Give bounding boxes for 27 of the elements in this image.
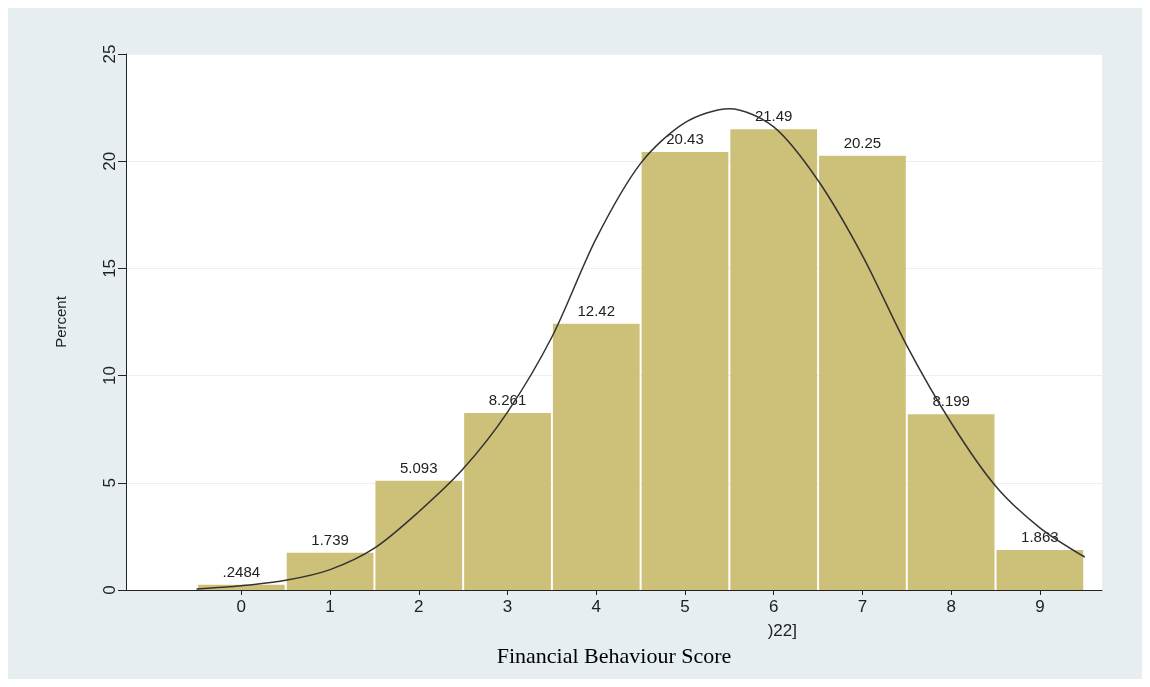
data-label: .2484 <box>222 562 261 580</box>
y-tick-label: 5 <box>100 478 119 488</box>
x-tick-label: 1 <box>325 597 335 616</box>
data-label: 1.739 <box>311 530 349 548</box>
x-tick-label: 6 <box>768 597 779 616</box>
line-series <box>196 107 1085 590</box>
x-tick-label: 2 <box>414 597 424 616</box>
data-label: 20.25 <box>843 133 882 151</box>
x-tick-label: 9 <box>1035 597 1045 616</box>
text: )22] <box>767 620 798 640</box>
x-tick-label: 8 <box>946 597 956 616</box>
x-tick-label: 7 <box>857 597 868 616</box>
y-axis-title: Percent <box>52 295 69 348</box>
x-tick-label: 4 <box>591 597 601 616</box>
y-tick-label: 10 <box>100 366 119 386</box>
y-tick-label: 25 <box>100 44 119 64</box>
x-tick-label: 5 <box>680 597 690 616</box>
x-tick-label: 0 <box>236 597 247 616</box>
x-axis-title: Financial Behaviour Score <box>496 642 732 668</box>
y-tick-label: 20 <box>100 151 119 171</box>
data-label: 21.49 <box>754 107 793 125</box>
data-label: 5.093 <box>400 458 438 476</box>
y-tick-label: 0 <box>100 585 119 595</box>
x-tick-label: 3 <box>502 597 513 616</box>
y-tick-label: 15 <box>100 258 119 278</box>
data-label: 12.42 <box>577 301 616 319</box>
data-label: 20.43 <box>666 129 704 147</box>
